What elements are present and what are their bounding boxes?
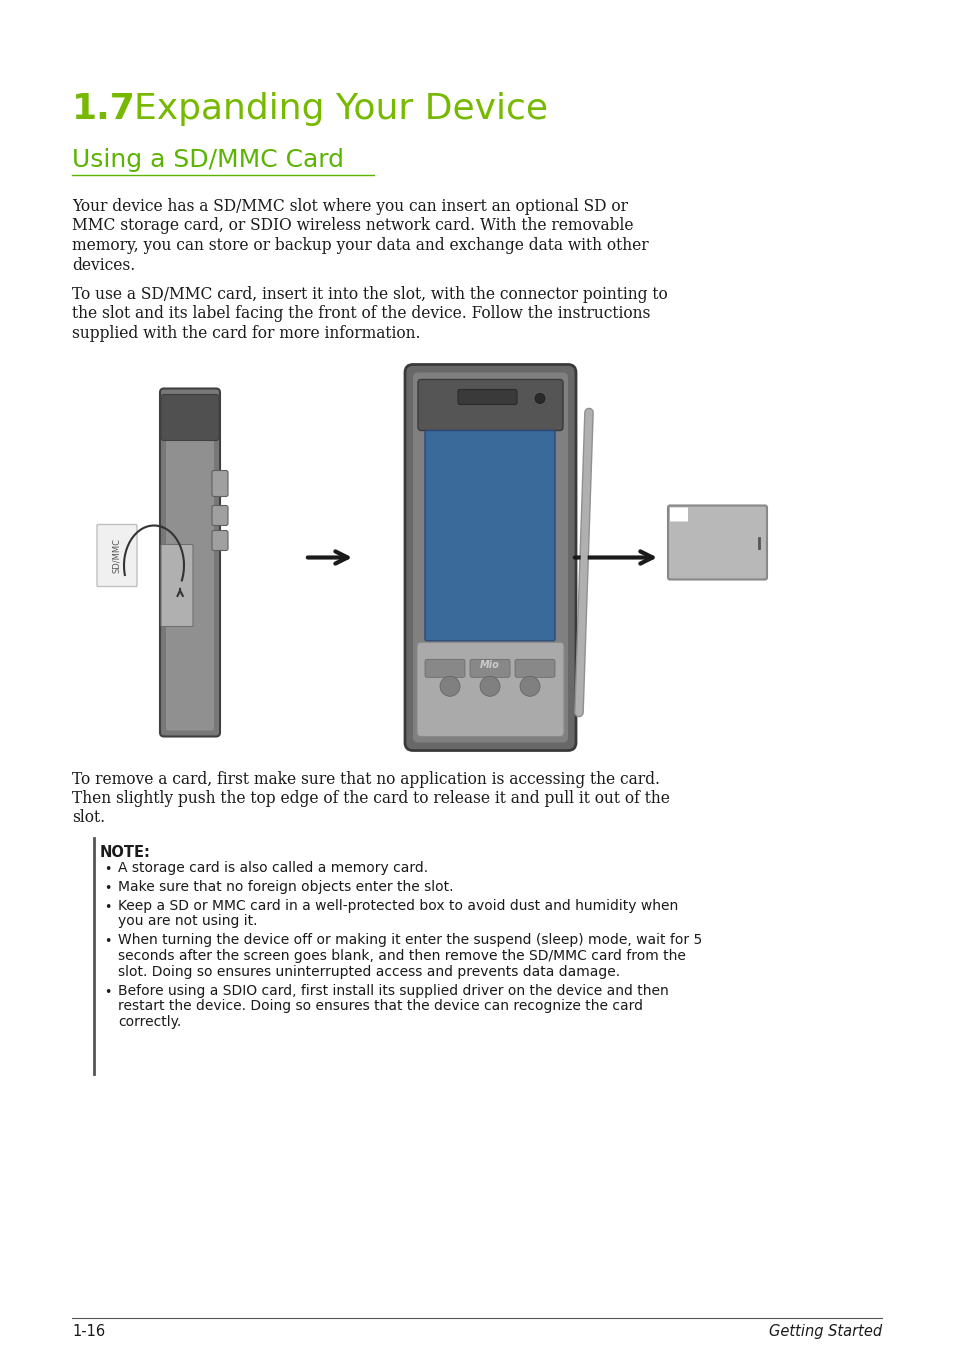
Text: To use a SD/MMC card, insert it into the slot, with the connector pointing to: To use a SD/MMC card, insert it into the…	[71, 287, 667, 303]
FancyBboxPatch shape	[405, 365, 576, 750]
FancyBboxPatch shape	[417, 380, 562, 430]
Text: Then slightly push the top edge of the card to release it and pull it out of the: Then slightly push the top edge of the c…	[71, 790, 669, 807]
Text: •: •	[104, 900, 112, 914]
Text: •: •	[104, 986, 112, 999]
FancyBboxPatch shape	[424, 430, 555, 641]
Text: Mio: Mio	[479, 660, 499, 671]
Text: slot.: slot.	[71, 810, 105, 826]
Text: devices.: devices.	[71, 257, 135, 273]
Text: the slot and its label facing the front of the device. Follow the instructions: the slot and its label facing the front …	[71, 306, 650, 323]
Text: When turning the device off or making it enter the suspend (sleep) mode, wait fo: When turning the device off or making it…	[118, 933, 701, 948]
FancyBboxPatch shape	[166, 395, 213, 730]
Circle shape	[439, 676, 459, 696]
FancyBboxPatch shape	[457, 389, 517, 404]
Text: To remove a card, first make sure that no application is accessing the card.: To remove a card, first make sure that n…	[71, 771, 659, 787]
FancyBboxPatch shape	[161, 545, 193, 626]
Text: slot. Doing so ensures uninterrupted access and prevents data damage.: slot. Doing so ensures uninterrupted acc…	[118, 965, 619, 979]
Text: •: •	[104, 936, 112, 948]
Text: Getting Started: Getting Started	[768, 1324, 882, 1338]
Text: Keep a SD or MMC card in a well-protected box to avoid dust and humidity when: Keep a SD or MMC card in a well-protecte…	[118, 899, 678, 913]
Text: 1-16: 1-16	[71, 1324, 105, 1338]
Text: 1.7: 1.7	[71, 92, 135, 126]
Text: seconds after the screen goes blank, and then remove the SD/MMC card from the: seconds after the screen goes blank, and…	[118, 949, 685, 963]
Text: •: •	[104, 882, 112, 895]
Text: A storage card is also called a memory card.: A storage card is also called a memory c…	[118, 861, 428, 875]
Text: •: •	[104, 863, 112, 876]
FancyBboxPatch shape	[424, 660, 464, 677]
Text: SD/MMC: SD/MMC	[112, 538, 121, 573]
Text: supplied with the card for more information.: supplied with the card for more informat…	[71, 324, 420, 342]
FancyBboxPatch shape	[669, 507, 687, 522]
Text: MMC storage card, or SDIO wireless network card. With the removable: MMC storage card, or SDIO wireless netwo…	[71, 218, 633, 234]
FancyBboxPatch shape	[413, 373, 567, 742]
FancyBboxPatch shape	[212, 506, 228, 526]
Text: Make sure that no foreign objects enter the slot.: Make sure that no foreign objects enter …	[118, 880, 453, 894]
Text: you are not using it.: you are not using it.	[118, 914, 257, 929]
Text: Before using a SDIO card, first install its supplied driver on the device and th: Before using a SDIO card, first install …	[118, 984, 668, 998]
Text: Using a SD/MMC Card: Using a SD/MMC Card	[71, 147, 344, 172]
Circle shape	[519, 676, 539, 696]
FancyBboxPatch shape	[470, 660, 510, 677]
FancyBboxPatch shape	[515, 660, 555, 677]
Text: correctly.: correctly.	[118, 1015, 181, 1029]
FancyBboxPatch shape	[416, 642, 563, 737]
Text: Your device has a SD/MMC slot where you can insert an optional SD or: Your device has a SD/MMC slot where you …	[71, 197, 627, 215]
FancyBboxPatch shape	[161, 395, 219, 441]
FancyBboxPatch shape	[212, 530, 228, 550]
FancyBboxPatch shape	[667, 506, 766, 580]
Text: restart the device. Doing so ensures that the device can recognize the card: restart the device. Doing so ensures tha…	[118, 999, 642, 1014]
Circle shape	[535, 393, 544, 403]
Circle shape	[479, 676, 499, 696]
Text: Expanding Your Device: Expanding Your Device	[133, 92, 547, 126]
FancyBboxPatch shape	[97, 525, 137, 587]
Text: NOTE:: NOTE:	[100, 845, 151, 860]
FancyBboxPatch shape	[160, 388, 220, 737]
FancyBboxPatch shape	[212, 470, 228, 496]
Text: memory, you can store or backup your data and exchange data with other: memory, you can store or backup your dat…	[71, 237, 648, 254]
